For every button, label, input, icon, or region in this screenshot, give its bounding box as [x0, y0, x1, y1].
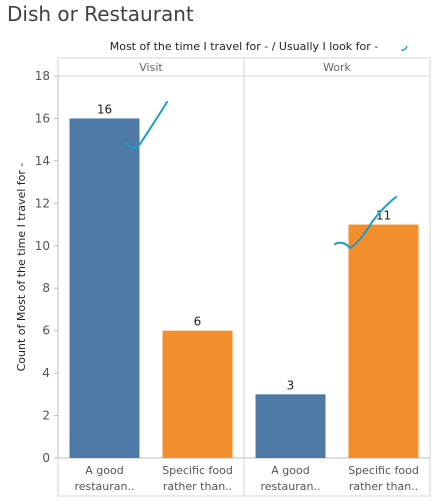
chart-title: Dish or Restaurant — [7, 2, 194, 26]
panel-header-work: Work — [323, 61, 351, 74]
y-tick-label: 18 — [35, 69, 50, 83]
category-label: A good — [271, 464, 309, 477]
category-label: rather than.. — [163, 480, 232, 493]
y-tick-label: 8 — [42, 281, 50, 295]
data-label: 3 — [287, 378, 295, 392]
data-label: 6 — [194, 315, 202, 329]
annotation-stroke-work — [334, 196, 397, 250]
category-label: restauran.. — [260, 480, 320, 493]
y-tick-label: 0 — [42, 451, 50, 465]
y-tick-label: 16 — [35, 111, 50, 125]
category-label: rather than.. — [349, 480, 418, 493]
category-label: Specific food — [348, 464, 419, 477]
category-label: Specific food — [162, 464, 233, 477]
annotation-tick — [400, 45, 408, 51]
category-label: restauran.. — [74, 480, 134, 493]
bar-work-0 — [255, 394, 326, 458]
y-tick-label: 12 — [35, 196, 50, 210]
annotation-stroke-visit — [124, 101, 168, 149]
category-label: A good — [85, 464, 123, 477]
bar-visit-1 — [162, 330, 233, 458]
bar-visit-0 — [69, 118, 140, 458]
y-tick-label: 10 — [35, 239, 50, 253]
y-axis-label: Count of Most of the time I travel for - — [15, 163, 28, 372]
y-tick-label: 2 — [42, 409, 50, 423]
data-label: 16 — [97, 102, 112, 116]
bar-work-1 — [348, 224, 419, 458]
y-tick-label: 6 — [42, 324, 50, 338]
y-tick-label: 4 — [42, 366, 50, 380]
column-header-title: Most of the time I travel for - / Usuall… — [110, 40, 379, 53]
y-tick-label: 14 — [35, 154, 50, 168]
panel-header-visit: Visit — [139, 61, 163, 74]
